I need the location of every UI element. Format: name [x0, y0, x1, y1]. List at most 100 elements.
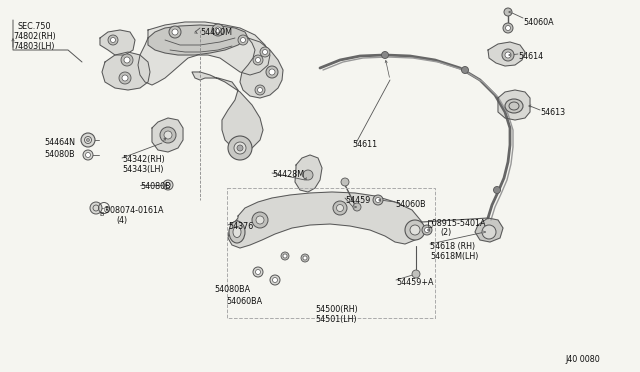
Circle shape [273, 278, 278, 282]
Circle shape [270, 275, 280, 285]
Polygon shape [102, 52, 150, 90]
Circle shape [262, 49, 268, 55]
Circle shape [234, 142, 246, 154]
Circle shape [381, 51, 388, 58]
Text: 54060BA: 54060BA [226, 297, 262, 306]
Circle shape [256, 216, 264, 224]
Text: 54080B: 54080B [140, 182, 171, 191]
Circle shape [333, 201, 347, 215]
Circle shape [410, 225, 420, 235]
Circle shape [405, 220, 425, 240]
Circle shape [303, 256, 307, 260]
Circle shape [303, 170, 313, 180]
Circle shape [376, 198, 381, 202]
Text: ®08074-0161A: ®08074-0161A [103, 206, 164, 215]
Circle shape [503, 23, 513, 33]
Text: 54611: 54611 [352, 140, 377, 149]
Circle shape [169, 26, 181, 38]
Text: 54060B: 54060B [395, 200, 426, 209]
Polygon shape [498, 90, 530, 120]
Ellipse shape [233, 227, 241, 237]
Circle shape [424, 228, 429, 232]
Text: 54464N: 54464N [44, 138, 75, 147]
Circle shape [83, 150, 93, 160]
Circle shape [482, 225, 496, 239]
Polygon shape [138, 22, 270, 85]
Text: 54342(RH): 54342(RH) [122, 155, 164, 164]
Text: (2): (2) [440, 228, 451, 237]
Circle shape [255, 85, 265, 95]
Polygon shape [488, 42, 525, 66]
Circle shape [266, 66, 278, 78]
Circle shape [461, 67, 468, 74]
Circle shape [241, 38, 246, 42]
Circle shape [505, 52, 511, 58]
Bar [227, 188, 435, 318]
Text: 54428M: 54428M [272, 170, 304, 179]
Circle shape [283, 254, 287, 258]
Ellipse shape [505, 99, 523, 113]
Circle shape [506, 26, 511, 31]
Circle shape [81, 133, 95, 147]
Circle shape [255, 269, 260, 275]
Circle shape [164, 131, 172, 139]
Circle shape [412, 270, 420, 278]
Polygon shape [228, 192, 422, 248]
Text: ⓜ08915-5401A: ⓜ08915-5401A [428, 218, 486, 227]
Text: 54376: 54376 [228, 222, 253, 231]
Circle shape [260, 47, 270, 57]
Text: J40 0080: J40 0080 [565, 355, 600, 364]
Text: 74802(RH): 74802(RH) [13, 32, 56, 41]
Circle shape [252, 212, 268, 228]
Circle shape [493, 186, 500, 193]
Text: 54060A: 54060A [523, 18, 554, 27]
Circle shape [228, 136, 252, 160]
Circle shape [253, 267, 263, 277]
Circle shape [124, 57, 130, 63]
Text: 54459: 54459 [345, 196, 371, 205]
Circle shape [215, 27, 221, 33]
Circle shape [108, 35, 118, 45]
Text: 54080B: 54080B [44, 150, 75, 159]
Polygon shape [100, 30, 135, 55]
Text: 54400M: 54400M [200, 28, 232, 37]
Circle shape [166, 183, 170, 187]
Circle shape [257, 87, 262, 93]
Text: (4): (4) [116, 216, 127, 225]
Text: 54080BA: 54080BA [214, 285, 250, 294]
Circle shape [163, 180, 173, 190]
Circle shape [253, 55, 263, 65]
Circle shape [90, 202, 102, 214]
Circle shape [121, 54, 133, 66]
Circle shape [237, 145, 243, 151]
Polygon shape [240, 38, 283, 98]
Circle shape [84, 137, 92, 144]
Text: 54618 (RH): 54618 (RH) [430, 242, 475, 251]
Text: 54459+A: 54459+A [396, 278, 433, 287]
Text: 74803(LH): 74803(LH) [13, 42, 54, 51]
Circle shape [269, 69, 275, 75]
Circle shape [422, 225, 432, 235]
Text: 54613: 54613 [540, 108, 565, 117]
Circle shape [504, 8, 512, 16]
Circle shape [86, 138, 90, 141]
Circle shape [341, 178, 349, 186]
Circle shape [353, 203, 361, 211]
Polygon shape [152, 118, 183, 152]
Circle shape [337, 205, 344, 212]
Circle shape [301, 254, 309, 262]
Text: 54618M(LH): 54618M(LH) [430, 252, 478, 261]
Circle shape [281, 252, 289, 260]
Text: 54343(LH): 54343(LH) [122, 165, 163, 174]
Text: SEC.750: SEC.750 [18, 22, 51, 31]
Ellipse shape [229, 221, 245, 243]
Circle shape [502, 49, 514, 61]
Text: 54614: 54614 [518, 52, 543, 61]
Text: 54500(RH): 54500(RH) [315, 305, 358, 314]
Text: 54501(LH): 54501(LH) [315, 315, 356, 324]
Text: B: B [99, 212, 103, 217]
Circle shape [212, 24, 224, 36]
Circle shape [255, 58, 260, 62]
Circle shape [160, 127, 176, 143]
Polygon shape [148, 25, 248, 55]
